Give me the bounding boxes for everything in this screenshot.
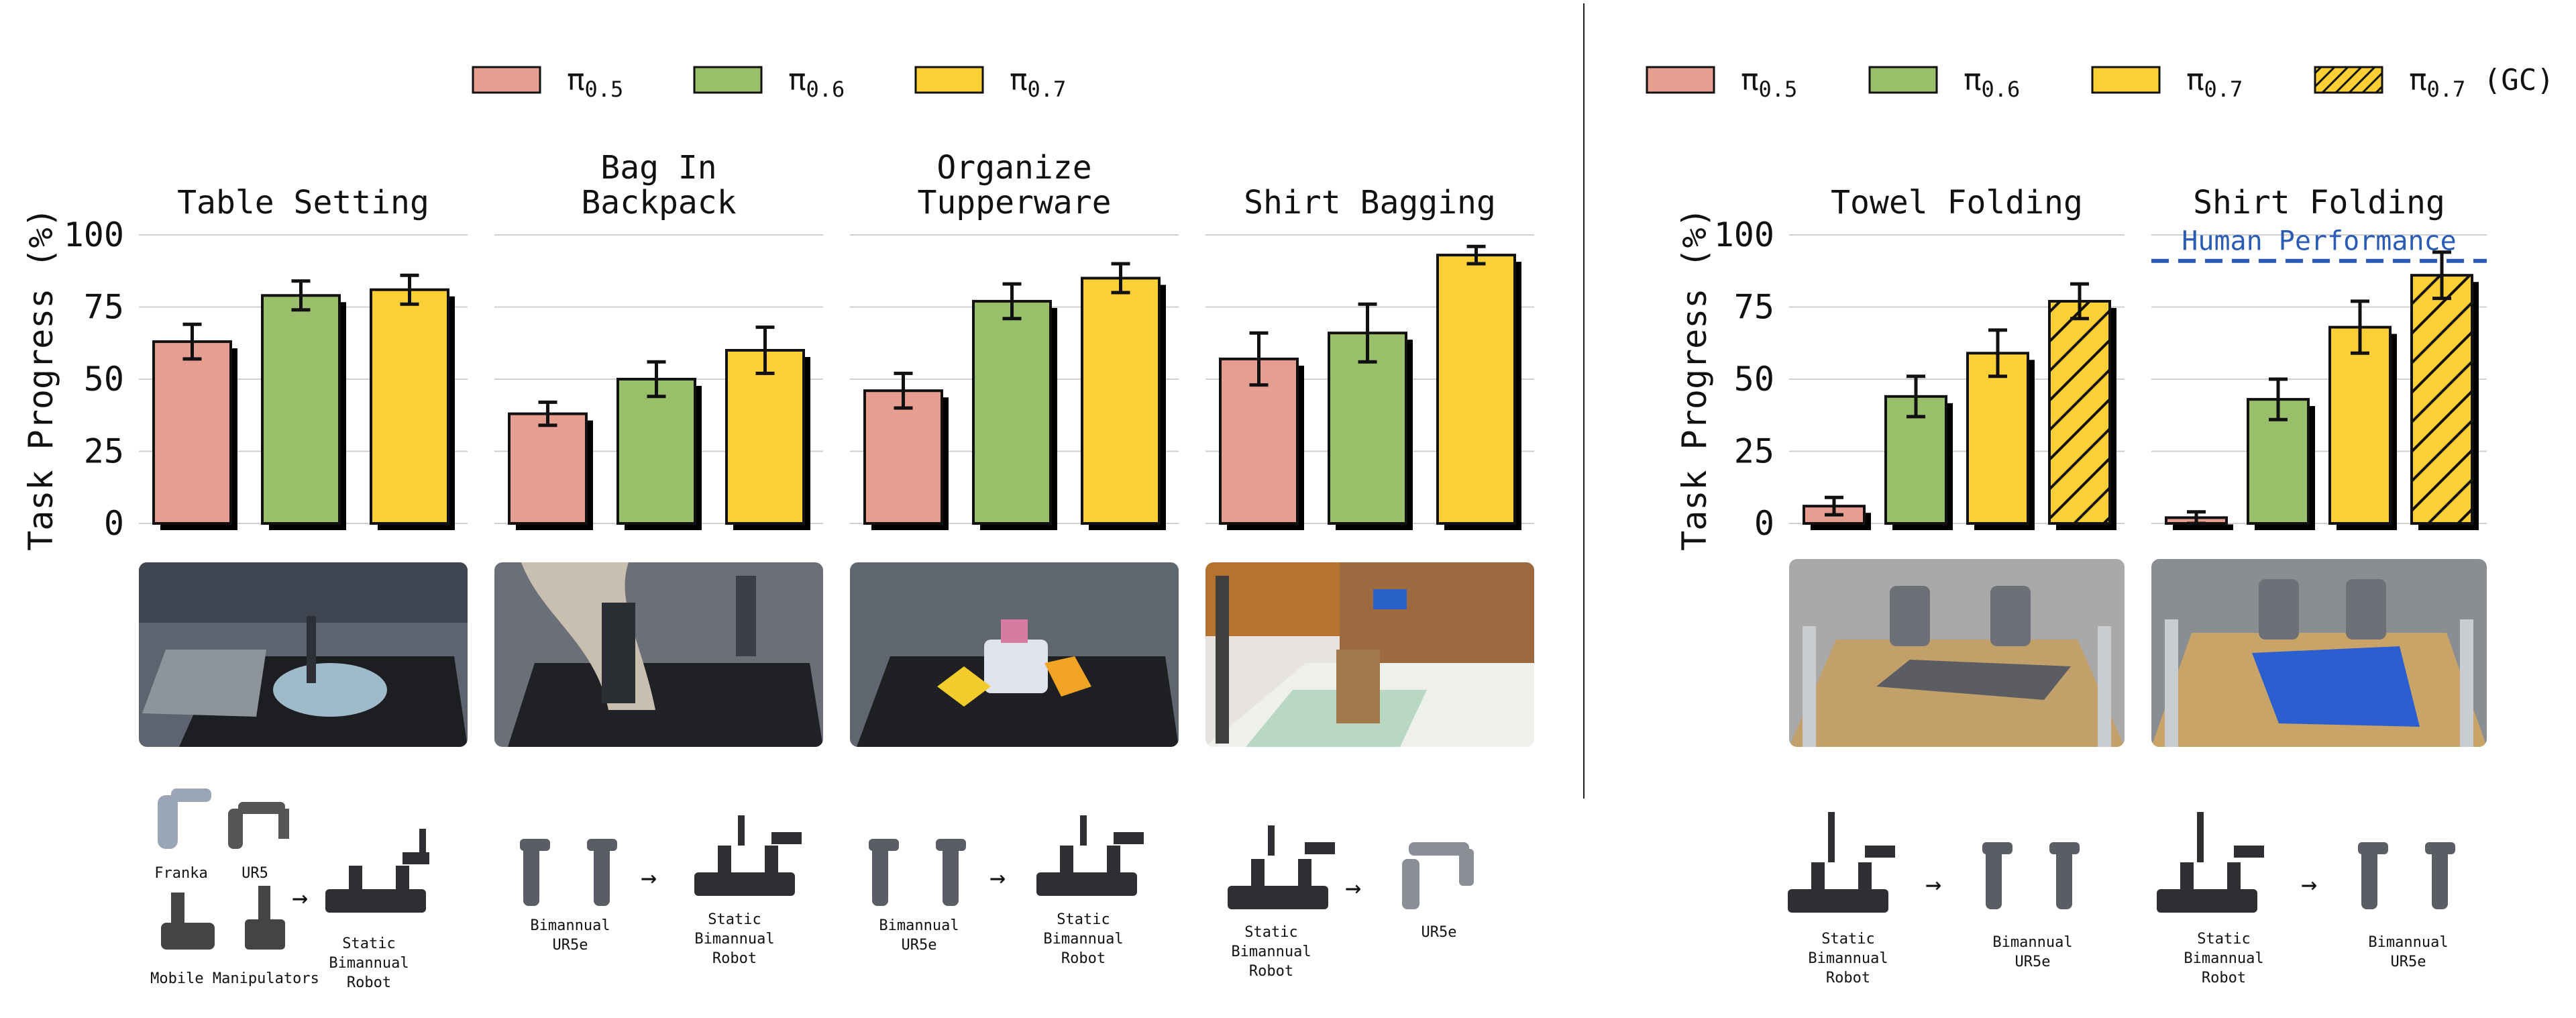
legend-label: π0.5 [567,63,623,102]
photo-bag-in-backpack [494,562,823,747]
arrow-icon: → [1345,872,1362,903]
legend-entry: π0.6 [1868,63,2020,102]
chart-title: Shirt Folding [2193,184,2445,221]
arrow-icon: → [2301,869,2318,900]
legend-swatch [914,66,984,94]
legend-label: π0.6 [1964,63,2020,102]
y-axis-label: Task Progress (%) [1675,207,1714,551]
y-tick-label: 25 [1734,432,1774,471]
bar [1081,276,1161,525]
y-tick-label: 100 [1714,215,1774,254]
caption-static-bimanual-robot: Static Bimannual Robot [1231,924,1311,980]
legend-label: π0.7 [1010,63,1066,102]
chart-title: Table Setting [177,184,429,221]
bar [616,378,696,525]
legend-swatch [693,66,763,94]
bar [1436,254,1516,525]
caption-bimannual-ur5e: Bimannual UR5e [2368,934,2449,970]
chart-title: Backpack [581,184,736,221]
bar [261,294,341,525]
caption-static-bimanual-robot: Static Bimannual Robot [694,911,775,967]
bar [972,299,1052,525]
y-tick-label: 25 [84,432,124,471]
reference-line-label: Human Performance [2182,226,2456,257]
caption-ur5: UR5 [241,865,268,882]
caption-mobile-manipulators: Mobile Manipulators [150,970,319,987]
chart-title: Towel Folding [1831,184,2083,221]
caption-ur5e: UR5e [1421,924,1457,941]
arrow-icon: → [641,862,657,893]
caption-bimannual-ur5e: Bimannual UR5e [1992,934,2073,970]
legend-label: π0.7 (GC) [2409,63,2555,102]
y-tick-label: 0 [1754,504,1774,543]
bar [725,349,805,525]
chart-title: Organize [936,149,1091,187]
y-tick-label: 75 [84,288,124,327]
caption-static-bimanual-robot: Static Bimannual Robot [1808,931,1888,986]
legend-swatch [2314,66,2383,94]
bar [863,389,943,525]
photo-shirt-bagging [1205,562,1534,747]
caption-static-bimanual-robot: Static Bimannual Robot [1043,911,1124,967]
bar [2410,274,2473,525]
legend-swatch [2091,66,2161,94]
legend-entry: π0.7 [914,63,1066,102]
photo-table-setting [139,562,468,747]
legend-entry: π0.7 [2091,63,2243,102]
bar [2048,299,2111,525]
legend-swatch [1646,66,1715,94]
legend-entry: π0.5 [1646,63,1797,102]
y-tick-label: 50 [84,360,124,399]
chart-title: Tupperware [918,184,1112,221]
bar [152,340,232,525]
photo-shirt-folding [2151,559,2487,747]
y-axis-label: Task Progress (%) [21,207,60,551]
bar [508,412,588,525]
caption-bimannual-ur5e: Bimannual UR5e [879,917,959,954]
chart-panel: Shirt Folding Human Performance [2151,184,2487,530]
caption-franka: Franka [154,865,208,882]
bar [370,288,449,525]
y-tick-label: 75 [1734,288,1774,327]
legend-swatch [1868,66,1938,94]
bar [1966,352,2029,525]
y-tick-label: 50 [1734,360,1774,399]
y-tick-label: 0 [104,504,124,543]
caption-static-bimanual-robot: Static Bimannual Robot [329,935,409,991]
chart-panel: Table Setting [139,184,468,530]
legend-entry: π0.7 (GC) [2314,63,2555,102]
legend-label: π0.6 [788,63,845,102]
arrow-icon: → [1925,869,1942,900]
bar [2328,325,2392,525]
bar-shadow [2173,524,2233,530]
chart-panel: Towel Folding [1789,184,2125,530]
arrow-icon: → [989,862,1006,893]
legend-entry: π0.5 [472,63,623,102]
arrow-icon: → [292,882,309,913]
legend-label: π0.5 [1741,63,1797,102]
photo-towel-folding [1789,559,2125,747]
chart-title: Bag In [600,149,716,187]
legend-entry: π0.6 [693,63,845,102]
photo-organize-tupperware [850,562,1179,747]
chart-panel: Shirt Bagging [1205,184,1534,530]
y-tick-label: 100 [64,215,124,254]
chart-title: Shirt Bagging [1244,184,1496,221]
caption-bimannual-ur5e: Bimannual UR5e [530,917,610,954]
legend-label: π0.7 [2186,63,2243,102]
legend-swatch [472,66,541,94]
caption-static-bimanual-robot: Static Bimannual Robot [2184,931,2264,986]
